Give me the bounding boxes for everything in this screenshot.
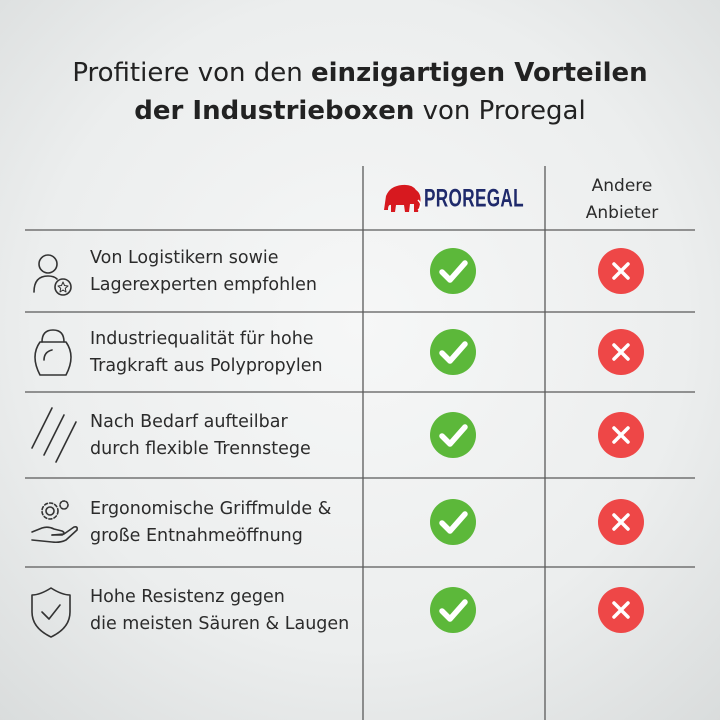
check-mark [439, 511, 468, 534]
column-header: Anbieter [586, 203, 659, 223]
feature-text: Ergonomische Griffmulde & [90, 499, 332, 519]
title-text: von Proregal [414, 96, 585, 126]
mammoth-icon [384, 184, 421, 212]
hand-gear-icon [31, 500, 78, 544]
feature-text: Industriequalität für hohe [90, 329, 314, 349]
title: Profitiere von den einzigartigen Vorteil… [72, 58, 647, 126]
brand-logo: PROREGAL [384, 185, 524, 213]
title-bold: der Industrieboxen [134, 96, 414, 126]
feature-text: Hohe Resistenz gegen [90, 587, 285, 607]
brand-name: PROREGAL [424, 185, 524, 213]
check-circle [430, 499, 476, 545]
people-icon [33, 254, 72, 296]
feature-text: Lagerexperten empfohlen [90, 275, 317, 295]
cross-mark [612, 601, 630, 619]
column-header: Andere [592, 176, 653, 196]
lines-icon [31, 407, 77, 463]
check-circle [430, 412, 476, 458]
cross-mark [612, 513, 630, 531]
cross-mark [612, 343, 630, 361]
rows: Von Logistikern sowie Lagerexperten empfo… [89, 248, 644, 634]
tusk [417, 199, 422, 211]
check-mark [439, 260, 468, 283]
cross-mark [612, 426, 630, 444]
title-bold: einzigartigen Vorteilen [311, 58, 648, 88]
feature-text: Von Logistikern sowie [90, 248, 279, 268]
feature-text: die meisten Säuren & Laugen [90, 614, 349, 634]
check-circle [430, 248, 476, 294]
cross-mark [612, 262, 630, 280]
check-mark [439, 341, 468, 364]
check-mark [439, 599, 468, 622]
check-circle [430, 587, 476, 633]
feature-text: Tragkraft aus Polypropylen [89, 356, 323, 376]
title-text: Profitiere von den [72, 58, 311, 88]
feature-text: Nach Bedarf aufteilbar [90, 412, 288, 432]
feature-text: durch flexible Trennstege [90, 439, 311, 459]
check-mark [439, 424, 468, 447]
feature-text: große Entnahmeöffnung [90, 526, 303, 546]
title-line: Profitiere von den einzigartigen Vorteil… [72, 58, 647, 88]
kettlebell-icon [34, 329, 72, 376]
shield-icon [31, 587, 71, 638]
check-circle [430, 329, 476, 375]
title-line: der Industrieboxen von Proregal [134, 96, 585, 126]
